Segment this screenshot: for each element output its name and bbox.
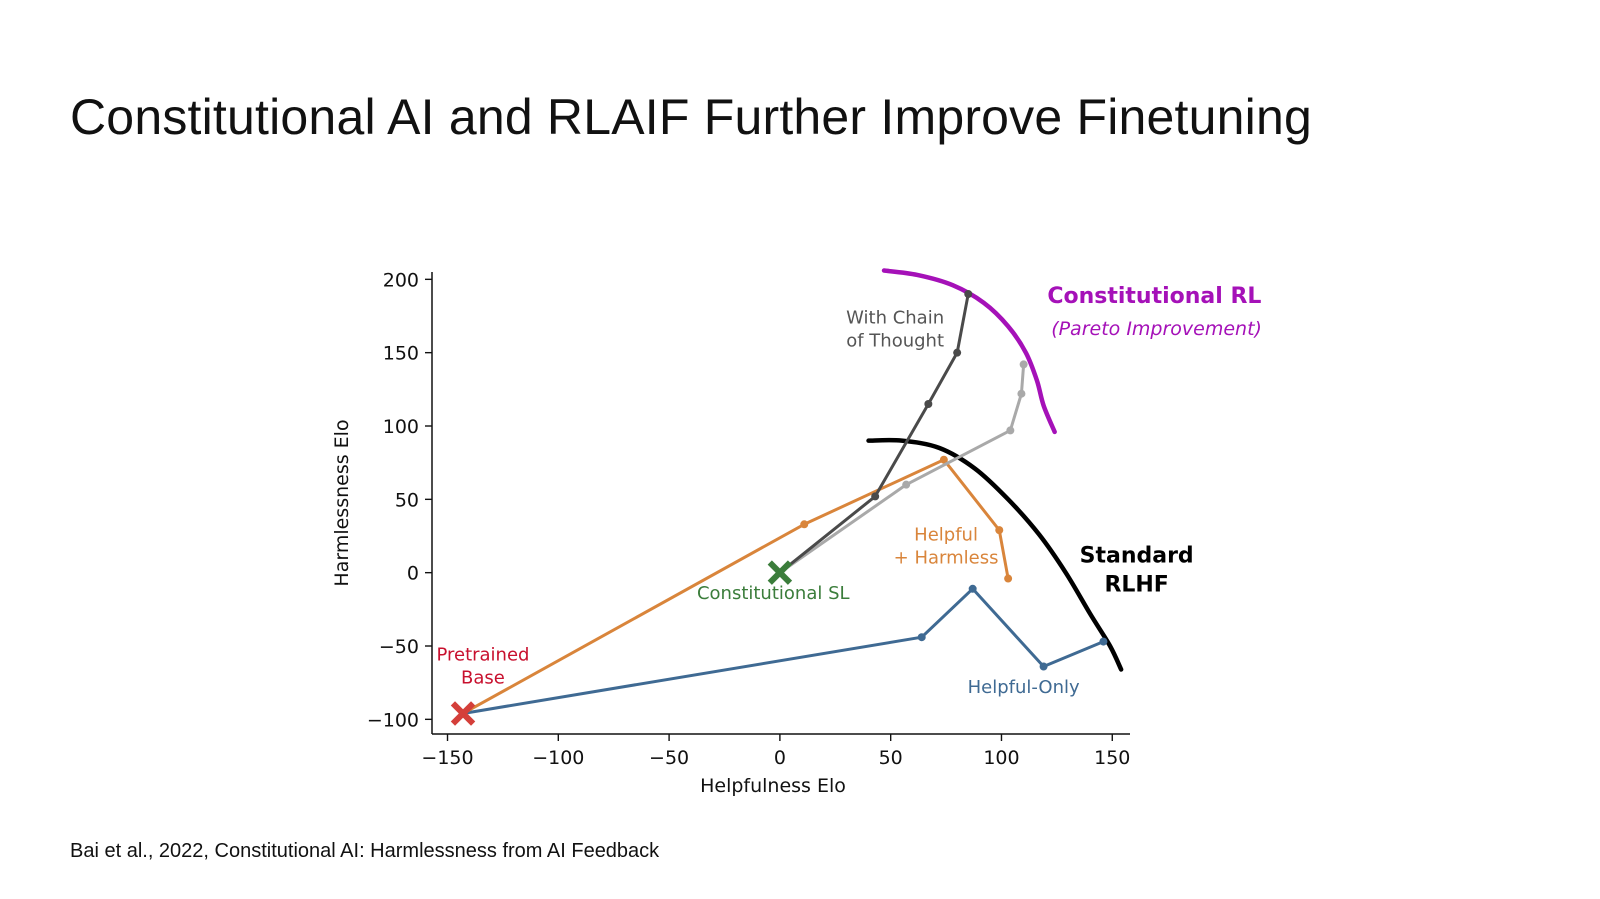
chart-series — [462, 290, 1108, 715]
chart-axes: −150 −100 −50 0 50 100 150−100−50050100150200H… — [331, 269, 1130, 797]
annotation-standard-rlhf: Standard RLHF — [1080, 543, 1194, 597]
series-point-helpful-only — [1039, 662, 1048, 671]
x-tick-label: −50 — [649, 747, 689, 769]
annotation-line: Base — [461, 668, 505, 689]
annotation-line: (Pareto Improvement) — [1051, 318, 1262, 340]
series-point-constitutional-rl — [1019, 360, 1028, 369]
y-tick-label: −100 — [367, 709, 419, 731]
citation: Bai et al., 2022, Constitutional AI: Har… — [70, 840, 660, 862]
series-point-helpful-harmless — [995, 526, 1004, 535]
chart-markers — [450, 560, 793, 726]
slide-title: Constitutional AI and RLAIF Further Impr… — [70, 89, 1312, 145]
annotation-line: Constitutional RL — [1047, 284, 1261, 309]
annotation-pretrained-base: Pretrained Base — [436, 645, 529, 689]
series-point-constitutional-rl — [1006, 426, 1015, 435]
series-point-helpful-harmless — [1004, 574, 1013, 583]
annotation-line: Pretrained — [436, 645, 529, 666]
y-tick-label: 150 — [383, 343, 419, 365]
annotation-constitutional-sl: Constitutional SL — [697, 583, 850, 604]
series-point-constitutional-rl — [902, 480, 911, 489]
x-tick-label: −150 — [421, 747, 473, 769]
series-point-helpful-harmless — [939, 455, 948, 464]
chart-annotations: Pretrained Base Constitutional SL Helpful + … — [436, 284, 1262, 698]
y-tick-label: −50 — [379, 636, 419, 658]
y-tick-label: 0 — [407, 563, 419, 585]
x-tick-label: 0 — [774, 747, 786, 769]
x-tick-label: 50 — [879, 747, 903, 769]
y-tick-label: 100 — [383, 416, 419, 438]
frontier-standard-rlhf — [866, 437, 1124, 672]
annotation-pareto: (Pareto Improvement) — [1051, 318, 1262, 340]
x-tick-label: −100 — [532, 747, 584, 769]
x-tick-label: 150 — [1094, 747, 1130, 769]
series-point-constitutional-rl — [1017, 389, 1026, 398]
x-tick-label: 100 — [983, 747, 1019, 769]
frontier-curves — [866, 268, 1124, 672]
series-line-constitutional-rl — [779, 364, 1026, 574]
marker-constitutional-sl — [767, 560, 793, 585]
marker-stroke — [450, 701, 476, 726]
annotation-line: Helpful — [914, 524, 978, 545]
series-point-chain-of-thought — [953, 348, 962, 357]
series-point-chain-of-thought — [964, 290, 973, 298]
annotation-chain-of-thought: With Chain of Thought — [846, 307, 944, 351]
chart: −150 −100 −50 0 50 100 150−100−50050100150200H… — [331, 268, 1262, 797]
x-axis-label: Helpfulness Elo — [700, 775, 846, 797]
series-point-chain-of-thought — [871, 492, 880, 501]
marker-stroke — [767, 560, 793, 585]
annotation-line: RLHF — [1104, 572, 1168, 597]
y-axis-label: Harmlessness Elo — [331, 419, 353, 586]
annotation-line: of Thought — [846, 330, 944, 351]
annotation-line: Standard — [1080, 543, 1194, 568]
series-point-helpful-only — [1099, 637, 1108, 646]
series-point-helpful-only — [917, 633, 926, 642]
y-tick-label: 200 — [383, 269, 419, 291]
y-tick-label: 50 — [395, 489, 419, 511]
series-point-helpful-only — [968, 584, 977, 593]
frontier-constitutional-rl-frontier — [881, 268, 1057, 435]
annotation-line: Helpful-Only — [968, 677, 1080, 698]
annotation-line: With Chain — [846, 307, 944, 328]
annotation-helpful-only: Helpful-Only — [968, 677, 1080, 698]
annotation-constitutional-rl: Constitutional RL — [1047, 284, 1261, 309]
annotation-line: + Harmless — [894, 547, 999, 568]
series-point-helpful-harmless — [800, 520, 809, 529]
annotation-line: Constitutional SL — [697, 583, 850, 604]
series-point-chain-of-thought — [924, 400, 933, 408]
marker-pretrained-base — [450, 701, 476, 726]
annotation-helpful-harmless: Helpful + Harmless — [894, 524, 999, 568]
